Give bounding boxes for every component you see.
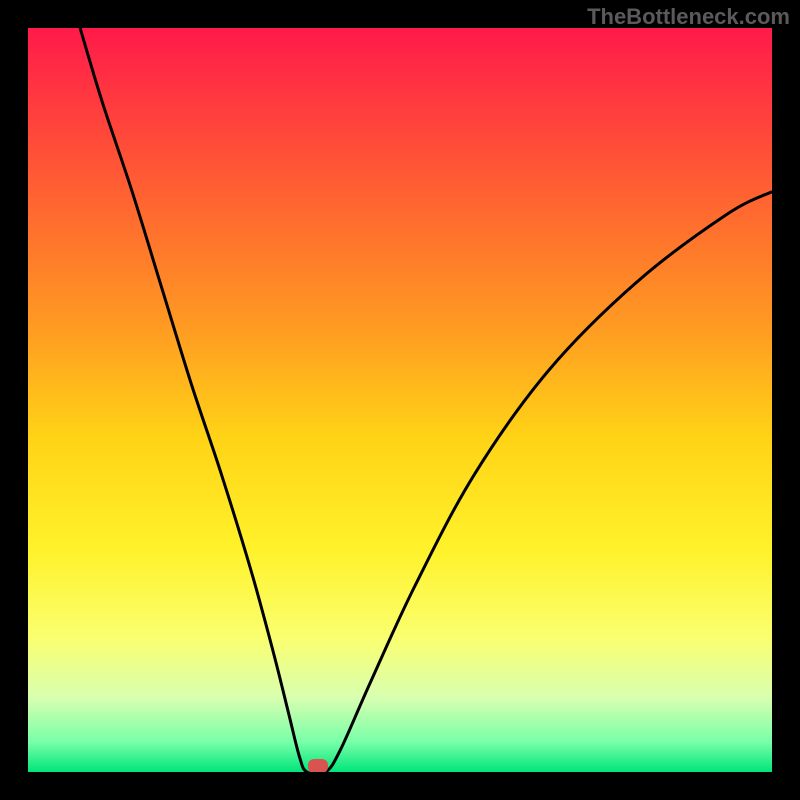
optimal-point-marker — [308, 759, 328, 772]
curve-layer — [28, 28, 772, 772]
watermark-text: TheBottleneck.com — [587, 4, 790, 30]
bottleneck-curve — [80, 28, 772, 772]
plot-area — [28, 28, 772, 772]
